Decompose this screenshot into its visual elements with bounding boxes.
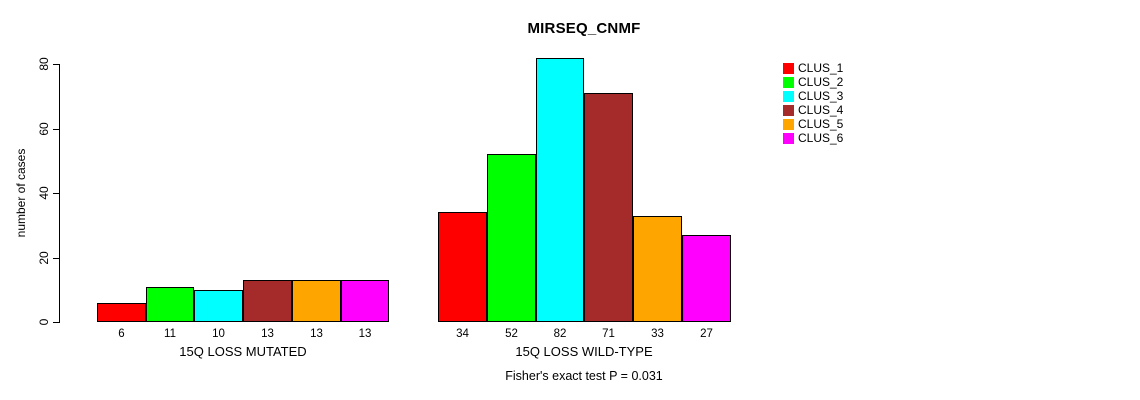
- legend-entry-label: CLUS_4: [798, 103, 844, 117]
- legend: CLUS_1 CLUS_2 CLUS_3 CLUS_4 CLUS_5 CLUS_6: [783, 61, 843, 145]
- y-axis-tick-label: 20: [37, 251, 51, 265]
- bar: [682, 235, 731, 322]
- bar-value-label: 34: [456, 328, 469, 340]
- y-axis-tick: [53, 193, 60, 194]
- bar-value-label: 13: [358, 328, 372, 340]
- bar: [633, 216, 682, 322]
- bar-value-label: 13: [261, 328, 274, 340]
- bar: [97, 303, 146, 322]
- legend-entry-label: CLUS_5: [798, 117, 844, 131]
- y-axis-tick: [53, 129, 60, 130]
- legend-entry-label: CLUS_6: [798, 131, 844, 145]
- bar-value-label: 11: [164, 328, 176, 340]
- legend-swatch: [783, 104, 794, 116]
- bar-value-label: 10: [212, 328, 225, 340]
- bar: [292, 280, 341, 322]
- y-axis-tick-label: 0: [37, 318, 51, 326]
- bar-value-label: 6: [118, 328, 125, 340]
- bar-value-label: 82: [553, 328, 567, 340]
- legend-entry: CLUS_2: [783, 75, 843, 89]
- bar-value-label: 33: [651, 328, 664, 340]
- legend-entry: CLUS_5: [783, 117, 843, 131]
- fisher-test-annotation: Fisher's exact test P = 0.031: [505, 369, 663, 383]
- y-axis-tick-label: 40: [37, 186, 51, 200]
- legend-swatch: [783, 90, 794, 102]
- bar: [487, 154, 536, 322]
- bar-value-label: 27: [700, 328, 713, 340]
- bar-value-label: 13: [310, 328, 323, 340]
- bar: [438, 212, 487, 322]
- legend-swatch: [783, 76, 794, 88]
- legend-entry-label: CLUS_2: [798, 75, 844, 89]
- y-axis-tick: [53, 258, 60, 259]
- bar: [584, 93, 633, 322]
- legend-entry: CLUS_6: [783, 131, 843, 145]
- chart-title: MIRSEQ_CNMF: [527, 20, 641, 37]
- bar-value-label: 71: [602, 328, 615, 340]
- bar: [341, 280, 389, 322]
- legend-swatch: [783, 62, 794, 74]
- y-axis-tick-label: 80: [37, 57, 51, 71]
- y-axis-label: number of cases: [14, 148, 28, 238]
- legend-entry: CLUS_4: [783, 103, 843, 117]
- legend-entry-label: CLUS_1: [798, 61, 844, 75]
- group-label: 15Q LOSS WILD-TYPE: [515, 344, 653, 359]
- legend-swatch: [783, 132, 794, 144]
- y-axis-tick-label: 60: [37, 122, 51, 136]
- legend-swatch: [783, 118, 794, 130]
- y-axis-tick: [53, 64, 60, 65]
- legend-entry: CLUS_1: [783, 61, 843, 75]
- bar: [536, 58, 584, 322]
- legend-entry-label: CLUS_3: [798, 89, 844, 103]
- bar-value-label: 52: [505, 328, 518, 340]
- bar: [243, 280, 292, 322]
- y-axis-tick: [53, 322, 60, 323]
- bar: [146, 287, 194, 322]
- group-label: 15Q LOSS MUTATED: [179, 344, 307, 359]
- bar: [194, 290, 243, 322]
- legend-entry: CLUS_3: [783, 89, 843, 103]
